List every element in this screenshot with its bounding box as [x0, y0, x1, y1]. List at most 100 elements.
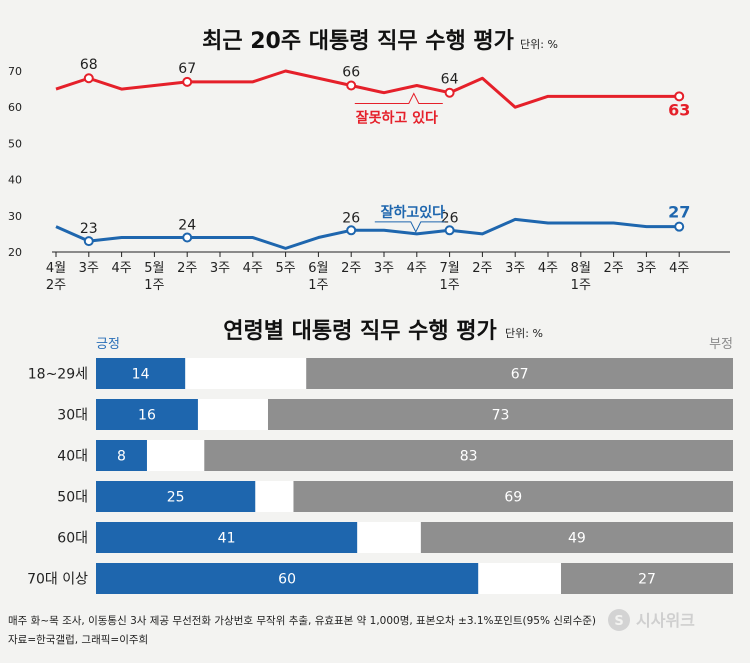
blue-callout-bracket [374, 221, 445, 234]
bar-positive-value: 16 [138, 408, 156, 424]
bar-positive-value: 41 [218, 531, 236, 547]
data-label: 68 [80, 57, 98, 73]
x-tick-label: 4주 [111, 261, 131, 276]
data-label: 66 [342, 64, 360, 80]
y-tick-label: 70 [8, 65, 22, 78]
positive-header: 긍정 [96, 337, 120, 352]
x-tick-label: 4주 [669, 261, 689, 276]
negative-header: 부정 [709, 337, 733, 352]
y-tick-label: 20 [8, 246, 22, 259]
category-label: 40대 [57, 449, 88, 465]
bar-negative-value: 73 [492, 408, 510, 424]
x-tick-label: 3주 [374, 261, 394, 276]
data-point [346, 80, 357, 91]
bar-positive [96, 522, 358, 553]
category-label: 50대 [57, 490, 88, 506]
end-value-label: 63 [668, 100, 690, 119]
x-tick-label: 6월 [308, 261, 328, 276]
x-tick-label: 4주 [407, 261, 427, 276]
bar-positive-value: 60 [278, 572, 296, 588]
bar-row: 18~29세 14 67 [28, 358, 733, 389]
y-tick-label: 30 [8, 210, 22, 223]
line-chart-y-axis: 20 30 40 50 60 70 [8, 65, 22, 259]
footer: 매주 화~목 조사, 이동통신 3사 제공 무선전화 가상번호 무작위 추출, … [8, 609, 695, 646]
bar-negative-value: 49 [568, 531, 586, 547]
data-label: 26 [441, 210, 459, 226]
bar-chart: 연령별 대통령 직무 수행 평가 단위: % 긍정 부정 18~29세 14 67 3… [27, 319, 734, 594]
series-label-positive: 잘하고있다 [381, 204, 446, 221]
line-chart-unit: 단위: % [520, 38, 558, 51]
data-point [444, 87, 455, 98]
x-tick-label: 2주 [177, 261, 197, 276]
bar-chart-unit: 단위: % [505, 327, 543, 340]
line-chart-x-axis: 4월 2주 3주 4주 5월 1주 2주 3주 4주 5주 6월 1주 2주 3주 4주 7월 1주 2주 3주 4주… [46, 252, 689, 293]
series-label-negative: 잘못하고 있다 [356, 109, 438, 126]
bar-rows: 18~29세 14 67 30대 16 73 40대 8 83 50대 25 69 60대 41 49 70대… [27, 358, 734, 594]
y-tick-label: 60 [8, 101, 22, 114]
bar-chart-title: 연령별 대통령 직무 수행 평가 [223, 319, 497, 344]
category-label: 18~29세 [28, 367, 88, 383]
y-tick-label: 50 [8, 137, 22, 150]
bar-negative-value: 83 [460, 449, 478, 465]
logo-mark-icon [608, 609, 630, 631]
x-tick-label: 3주 [210, 261, 230, 276]
x-tick-label: 3주 [505, 261, 525, 276]
data-point [674, 91, 685, 102]
bar-row: 40대 8 83 [57, 440, 734, 471]
data-point [83, 73, 94, 84]
x-tick-label: 2주 [472, 261, 492, 276]
bar-positive-value: 8 [117, 449, 126, 465]
data-point [674, 221, 685, 232]
bar-negative-value: 27 [638, 572, 656, 588]
line-chart-title: 최근 20주 대통령 직무 수행 평가 [202, 29, 514, 54]
x-tick-label: 2주 [46, 278, 66, 293]
category-label: 70대 이상 [27, 572, 88, 588]
bar-negative-value: 67 [511, 367, 529, 383]
end-value-label: 27 [668, 203, 690, 222]
x-tick-label: 4주 [243, 261, 263, 276]
data-label: 24 [178, 218, 196, 234]
y-tick-label: 40 [8, 174, 22, 187]
data-point [346, 225, 357, 236]
category-label: 60대 [57, 531, 88, 547]
data-label: 64 [441, 72, 459, 88]
bar-negative [293, 481, 733, 512]
x-tick-label: 2주 [341, 261, 361, 276]
x-tick-label: 3주 [79, 261, 99, 276]
bar-positive-value: 25 [167, 490, 185, 506]
x-tick-label: 1주 [144, 278, 164, 293]
data-point [83, 236, 94, 247]
bar-negative [204, 440, 734, 471]
x-tick-label: 1주 [571, 278, 591, 293]
x-tick-label: 4주 [538, 261, 558, 276]
bar-positive [96, 481, 256, 512]
publisher-logo: S 시사위크 [608, 609, 695, 631]
x-tick-label: 1주 [439, 278, 459, 293]
bar-negative [420, 522, 733, 553]
data-label: 23 [80, 221, 98, 237]
x-tick-label: 7월 [439, 261, 459, 276]
data-label: 67 [178, 61, 196, 77]
bar-row: 60대 41 49 [57, 522, 733, 553]
x-tick-label: 2주 [603, 261, 623, 276]
logo-mark-glyph: S [614, 614, 623, 629]
bar-positive [96, 358, 186, 389]
data-point [182, 232, 193, 243]
x-tick-label: 1주 [308, 278, 328, 293]
series-line-0 [55, 69, 680, 109]
x-tick-label: 8월 [571, 261, 591, 276]
footnote-line-2: 자료=한국갤럽, 그래픽=이주희 [8, 633, 148, 646]
bar-row: 30대 16 73 [57, 399, 733, 430]
data-point [182, 76, 193, 87]
bar-positive [96, 440, 147, 471]
x-tick-label: 4월 [46, 261, 66, 276]
series-line-1 [55, 217, 680, 250]
x-tick-label: 3주 [636, 261, 656, 276]
red-callout-bracket [354, 92, 443, 104]
line-chart-series: 68 67 66 64 63 23 24 26 26 27 [55, 57, 690, 250]
data-point [444, 225, 455, 236]
bar-positive-value: 14 [132, 367, 150, 383]
bar-positive [96, 563, 479, 594]
